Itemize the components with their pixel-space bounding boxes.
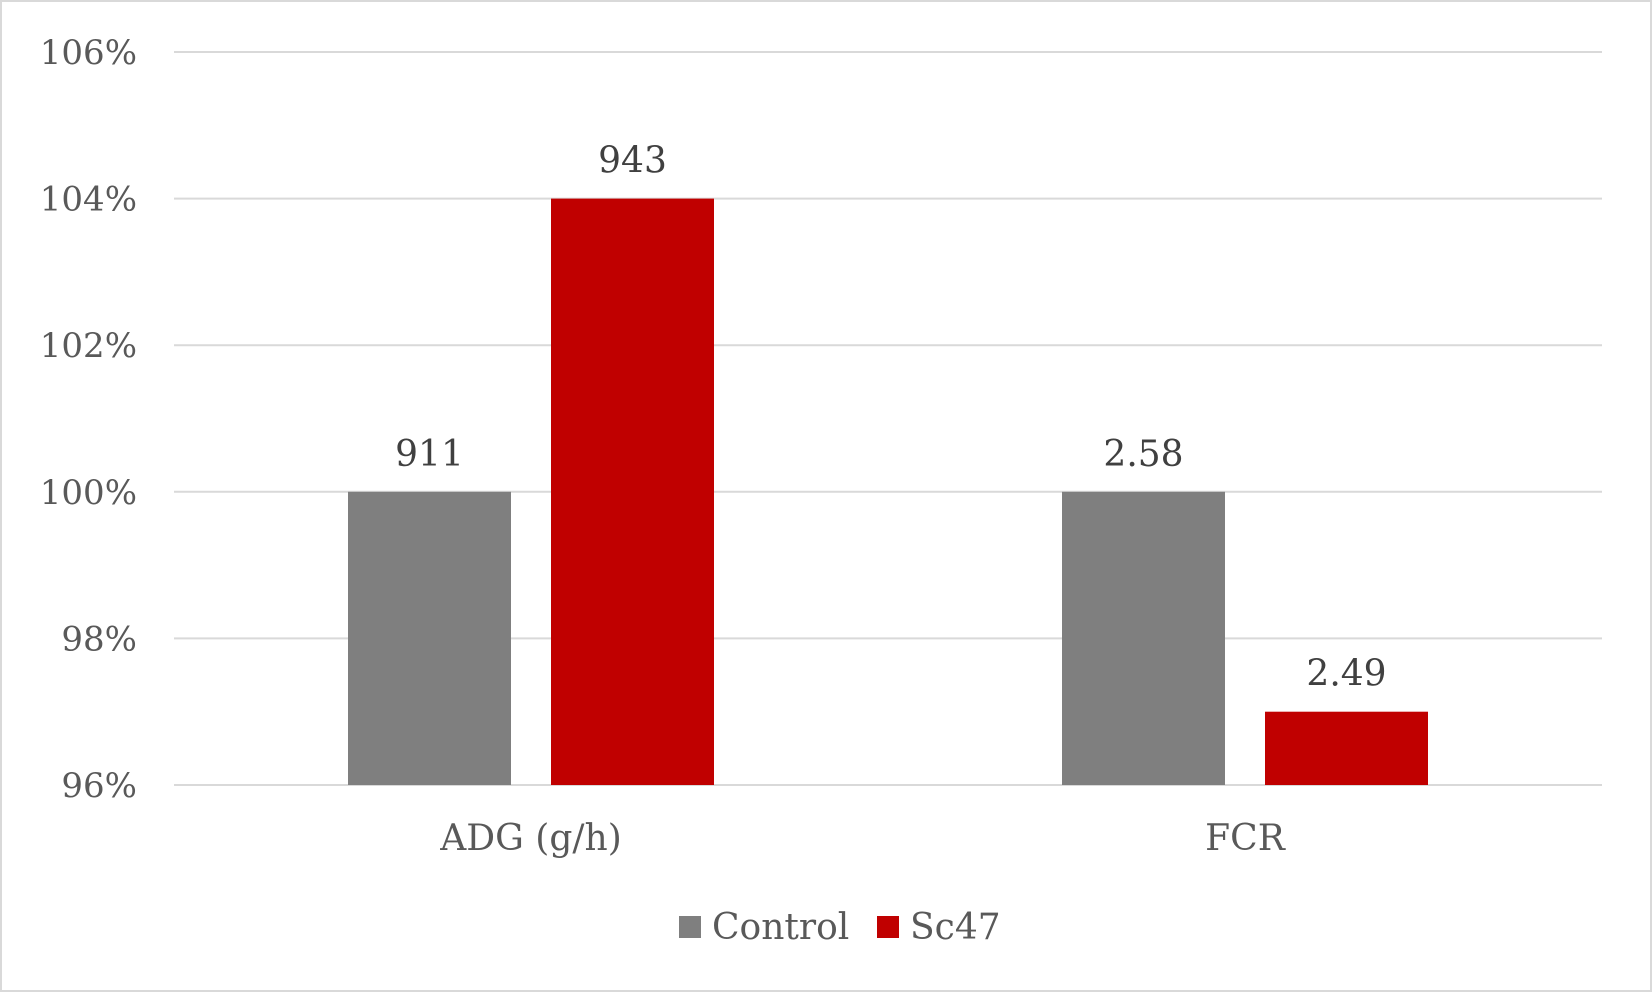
data-label: 2.58 [1103, 434, 1183, 475]
legend-swatch-sc47 [877, 916, 899, 938]
y-tick-label: 98% [61, 619, 137, 659]
legend-label-sc47: Sc47 [910, 907, 1001, 948]
bar-control-1 [1062, 491, 1225, 785]
data-labels: 911 943 2.58 2.49 [395, 141, 1386, 695]
data-label: 2.49 [1306, 654, 1386, 695]
bar-sc47-1 [1265, 711, 1428, 785]
legend-label-control: Control [712, 907, 849, 948]
x-axis-categories: ADG (g/h) FCR [439, 818, 1285, 859]
x-category-label: FCR [1205, 818, 1286, 859]
y-tick-label: 102% [40, 326, 137, 366]
y-tick-label: 100% [40, 473, 137, 513]
y-tick-label: 96% [61, 766, 137, 806]
legend-swatch-control [679, 916, 701, 938]
data-label: 911 [395, 434, 464, 475]
bar-sc47-0 [551, 198, 714, 786]
bar-control-0 [348, 491, 511, 785]
data-label: 943 [598, 141, 667, 182]
x-category-label: ADG (g/h) [439, 818, 622, 859]
y-tick-label: 106% [40, 33, 137, 73]
bars [348, 198, 1428, 786]
y-axis-ticks: 96% 98% 100% 102% 104% 106% [40, 33, 137, 806]
legend: Control Sc47 [679, 907, 1001, 948]
y-tick-label: 104% [40, 180, 137, 220]
